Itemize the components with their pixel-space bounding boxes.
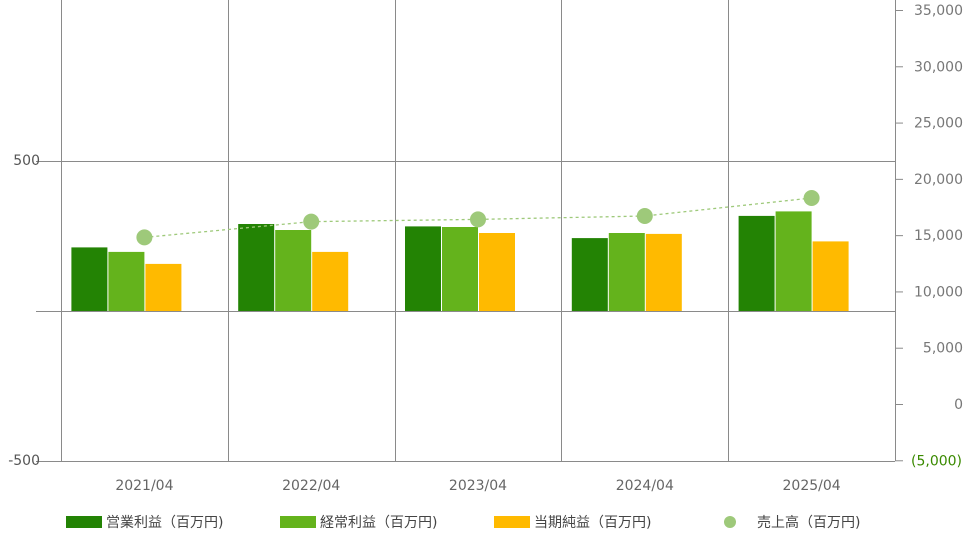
sales-line (136, 189, 820, 246)
bar-3-2022-04 (312, 251, 349, 311)
right-axis: 35,000 30,000 25,000 20,000 15,000 10,000 5,00… (895, 3, 963, 469)
legend-label: 経常利益（百万円) (320, 515, 437, 531)
bar-1-2024-04 (571, 238, 608, 311)
right-tick-label: 30,000 (914, 59, 963, 75)
legend-swatch (66, 516, 102, 528)
bar-2-2023-04 (442, 227, 478, 311)
x-tick-label: 2021/04 (115, 478, 173, 494)
x-tick-label: 2023/04 (449, 478, 507, 494)
bar-1-2023-04 (405, 226, 441, 311)
x-tick-label: 2022/04 (282, 478, 340, 494)
bar-3-2025-04 (812, 241, 849, 311)
legend: 営業利益（百万円) 経常利益（百万円) 当期純益（百万円) 売上高（百万円) (66, 514, 860, 531)
bars (71, 211, 849, 311)
bar-2-2022-04 (275, 230, 312, 311)
bar-2-2021-04 (108, 251, 145, 311)
x-axis: 2021/04 2022/04 2023/04 2024/04 2025/04 (115, 478, 840, 494)
bar-3-2023-04 (479, 233, 515, 311)
legend-swatch (724, 516, 736, 528)
right-tick-label: 20,000 (914, 172, 963, 188)
left-tick-label: -500 (8, 453, 40, 469)
left-tick-label: 500 (13, 153, 40, 169)
x-tick-label: 2024/04 (616, 478, 674, 494)
bar-2-2025-04 (775, 211, 812, 311)
right-tick-label: 25,000 (914, 116, 963, 132)
bar-2-2024-04 (608, 233, 645, 311)
bar-1-2025-04 (738, 215, 775, 311)
right-tick-label: 0 (954, 397, 963, 413)
sales-point-2024-04 (636, 208, 653, 225)
right-tick-label: 15,000 (914, 228, 963, 244)
legend-swatch (494, 516, 530, 528)
bar-3-2021-04 (145, 263, 182, 311)
right-tick-label: (5,000) (911, 453, 962, 469)
right-tick-label: 10,000 (914, 284, 963, 300)
sales-point-2021-04 (136, 229, 153, 246)
legend-swatch (280, 516, 316, 528)
legend-label: 営業利益（百万円) (106, 515, 223, 531)
grid (36, 0, 896, 462)
bar-1-2022-04 (238, 224, 275, 311)
left-axis: 500 -500 (8, 153, 40, 469)
right-tick-label: 5,000 (923, 341, 963, 357)
sales-point-2023-04 (470, 211, 486, 228)
sales-point-2025-04 (803, 189, 820, 206)
bar-3-2024-04 (645, 233, 682, 311)
legend-label: 当期純益（百万円) (534, 515, 651, 531)
bar-1-2021-04 (71, 247, 108, 311)
x-tick-label: 2025/04 (783, 478, 841, 494)
legend-label: 売上高（百万円) (757, 514, 860, 531)
right-tick-label: 35,000 (914, 3, 963, 19)
sales-point-2022-04 (303, 213, 320, 230)
